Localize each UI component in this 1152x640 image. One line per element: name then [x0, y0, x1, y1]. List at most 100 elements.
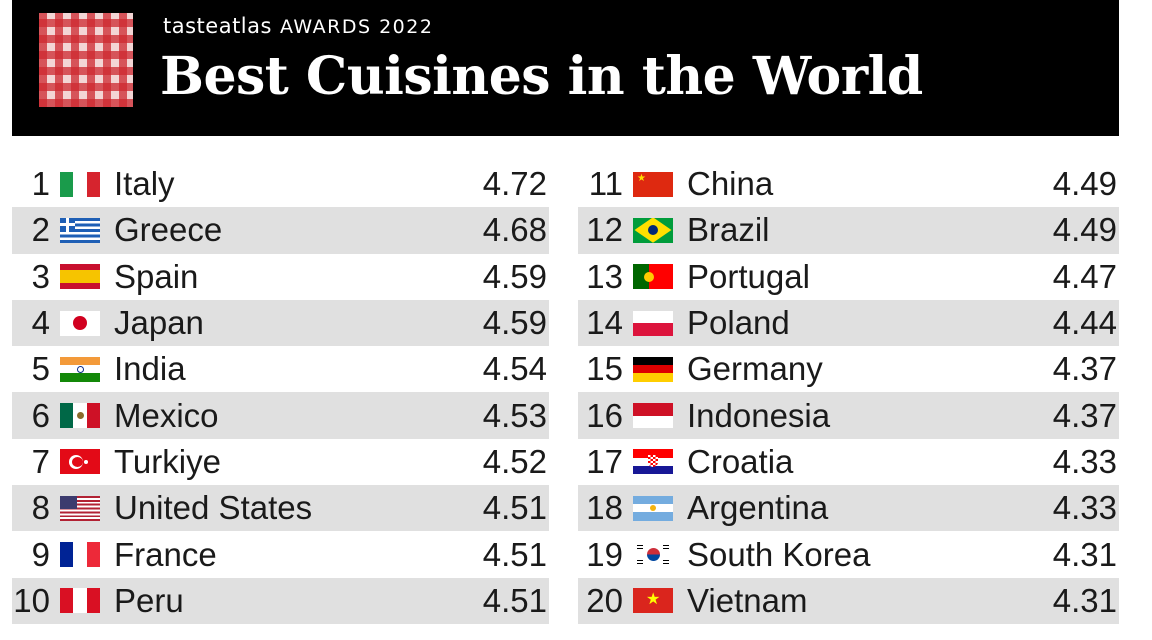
country-name: France — [114, 535, 217, 573]
ranking-list-left: 1 Italy 4.72 2 Greece 4.68 3 Spain 4.59 … — [12, 161, 549, 624]
score-value: 4.33 — [1052, 442, 1117, 480]
argentina-flag-icon — [633, 495, 673, 521]
country-name: South Korea — [687, 535, 871, 573]
ranking-row: 11 ★ China 4.49 — [578, 161, 1119, 207]
award-label: AWARDS 2022 — [279, 16, 434, 38]
score-value: 4.44 — [1052, 304, 1117, 342]
ranking-row: 16 Indonesia 4.37 — [578, 392, 1119, 439]
page-title: Best Cuisines in the World — [160, 46, 923, 107]
score-value: 4.72 — [482, 165, 547, 203]
score-value: 4.59 — [482, 304, 547, 342]
ranking-row: 19 South Korea 4.31 — [578, 531, 1119, 577]
rank-number: 8 — [31, 489, 50, 527]
ranking-row: 9 France 4.51 — [12, 531, 549, 577]
score-value: 4.51 — [482, 581, 547, 619]
country-name: China — [687, 165, 774, 203]
brazil-flag-icon — [633, 217, 673, 243]
checkered-tablecloth-logo-icon — [39, 13, 133, 107]
united-states-flag-icon — [60, 495, 100, 521]
score-value: 4.51 — [482, 535, 547, 573]
japan-flag-icon — [60, 310, 100, 336]
ranking-row: 6 Mexico 4.53 — [12, 392, 549, 439]
ranking-row: 12 Brazil 4.49 — [578, 207, 1119, 254]
rank-number: 10 — [13, 581, 50, 619]
score-value: 4.51 — [482, 489, 547, 527]
country-name: Portugal — [687, 257, 810, 295]
poland-flag-icon — [633, 310, 673, 336]
country-name: Argentina — [687, 489, 829, 527]
country-name: Germany — [687, 350, 823, 388]
score-value: 4.54 — [482, 350, 547, 388]
indonesia-flag-icon — [633, 403, 673, 429]
china-flag-icon: ★ — [633, 171, 673, 197]
vietnam-flag-icon: ★ — [633, 588, 673, 614]
india-flag-icon — [60, 356, 100, 382]
country-name: Croatia — [687, 442, 794, 480]
rank-number: 4 — [31, 304, 50, 342]
italy-flag-icon — [60, 171, 100, 197]
rank-number: 18 — [586, 489, 623, 527]
rank-number: 13 — [586, 257, 623, 295]
score-value: 4.49 — [1052, 165, 1117, 203]
rank-number: 14 — [586, 304, 623, 342]
peru-flag-icon — [60, 588, 100, 614]
country-name: Brazil — [687, 211, 770, 249]
country-name: Turkiye — [114, 442, 221, 480]
rank-number: 6 — [31, 396, 50, 434]
score-value: 4.68 — [482, 211, 547, 249]
score-value: 4.53 — [482, 396, 547, 434]
mexico-flag-icon — [60, 403, 100, 429]
ranking-row: 15 Germany 4.37 — [578, 346, 1119, 392]
score-value: 4.59 — [482, 257, 547, 295]
france-flag-icon — [60, 542, 100, 568]
country-name: Italy — [114, 165, 175, 203]
country-name: Greece — [114, 211, 223, 249]
ranking-list-right: 11 ★ China 4.49 12 Brazil 4.49 13 Portug… — [578, 161, 1119, 624]
rank-number: 1 — [31, 165, 50, 203]
rank-number: 12 — [586, 211, 623, 249]
ranking-row: 20 ★ Vietnam 4.31 — [578, 577, 1119, 624]
country-name: Peru — [114, 581, 184, 619]
ranking-row: 2 Greece 4.68 — [12, 207, 549, 254]
score-value: 4.33 — [1052, 489, 1117, 527]
rank-number: 9 — [31, 535, 50, 573]
ranking-row: 17 Croatia 4.33 — [578, 439, 1119, 485]
rank-number: 16 — [586, 396, 623, 434]
country-name: India — [114, 350, 186, 388]
ranking-row: 13 Portugal 4.47 — [578, 254, 1119, 300]
ranking-row: 3 Spain 4.59 — [12, 254, 549, 300]
country-name: United States — [114, 489, 313, 527]
ranking-row: 1 Italy 4.72 — [12, 161, 549, 207]
ranking-row: 14 Poland 4.44 — [578, 299, 1119, 347]
rank-number: 5 — [31, 350, 50, 388]
score-value: 4.37 — [1052, 396, 1117, 434]
germany-flag-icon — [633, 356, 673, 382]
south-korea-flag-icon — [633, 542, 673, 568]
score-value: 4.47 — [1052, 257, 1117, 295]
brand-line: tasteatlas AWARDS 2022 — [163, 14, 433, 38]
country-name: Japan — [114, 304, 204, 342]
score-value: 4.52 — [482, 442, 547, 480]
brand-name: tasteatlas — [163, 14, 272, 38]
rank-number: 2 — [31, 211, 50, 249]
score-value: 4.49 — [1052, 211, 1117, 249]
header-banner: tasteatlas AWARDS 2022 Best Cuisines in t… — [12, 0, 1119, 136]
score-value: 4.31 — [1052, 535, 1117, 573]
turkiye-flag-icon — [60, 449, 100, 475]
rank-number: 15 — [586, 350, 623, 388]
rank-number: 20 — [586, 581, 623, 619]
rank-number: 17 — [586, 442, 623, 480]
ranking-row: 18 Argentina 4.33 — [578, 485, 1119, 532]
rank-number: 11 — [588, 165, 623, 203]
spain-flag-icon — [60, 264, 100, 290]
score-value: 4.31 — [1052, 581, 1117, 619]
rank-number: 19 — [586, 535, 623, 573]
ranking-row: 10 Peru 4.51 — [12, 577, 549, 624]
country-name: Mexico — [114, 396, 219, 434]
portugal-flag-icon — [633, 264, 673, 290]
country-name: Vietnam — [687, 581, 808, 619]
croatia-flag-icon — [633, 449, 673, 475]
rank-number: 7 — [31, 442, 50, 480]
score-value: 4.37 — [1052, 350, 1117, 388]
ranking-row: 4 Japan 4.59 — [12, 299, 549, 347]
